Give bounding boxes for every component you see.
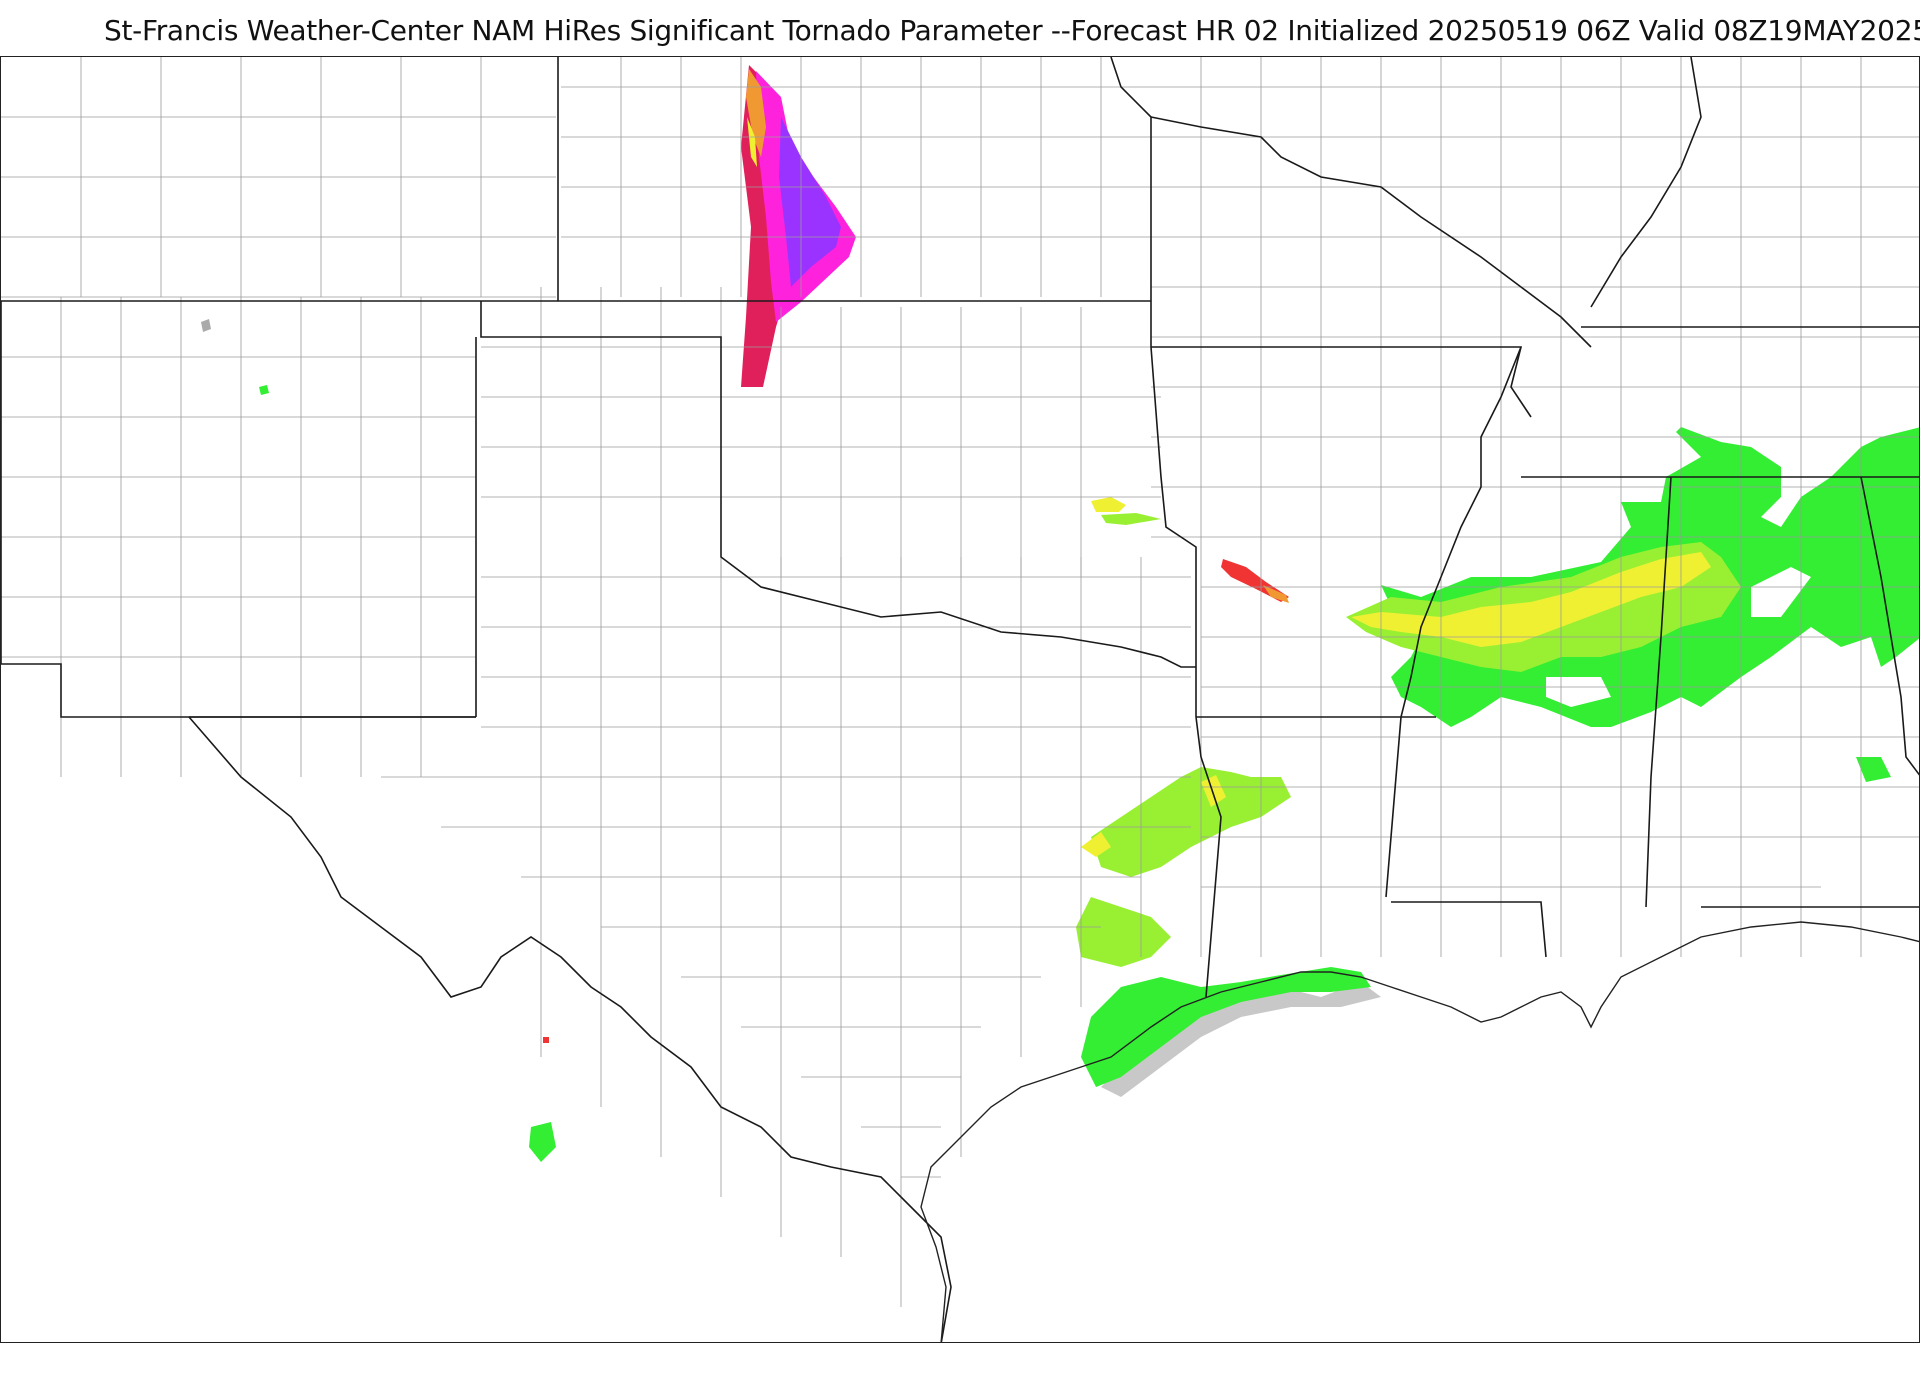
map-panel [0,56,1920,1343]
stp-region-kansas-purple [779,117,841,287]
stp-region-alabama-hole [1751,567,1811,617]
boundary-illinois-river [1590,57,1702,308]
boundary-texas-louisiana [1195,716,1222,998]
stp-region-kansas-orange [746,69,766,157]
boundary-oklahoma-panhandle [480,301,1196,668]
stp-region-mexico-green [529,1122,556,1162]
boundary-arkansas-missouri [1151,346,1532,418]
stp-region-oklahoma-yellow [1091,497,1126,512]
stp-region-nm-green [259,385,269,395]
boundary-texas-west [188,716,952,1342]
boundary-new-mexico-oklahoma [1,301,476,718]
boundary-new-mexico-texas [189,337,477,718]
gulf-coastline [920,921,1919,1342]
stp-region-east-texas-lightgreen [1076,897,1171,967]
state-boundaries [1,57,1919,1342]
stp-region-nm-gray [201,319,211,332]
county-lines [1,57,1919,1307]
stp-region-arkansas-orange [1263,585,1289,603]
stp-region-georgia-patch [1856,757,1891,782]
stp-region-kansas-yellow [747,117,757,167]
stp-region-southeast-hole [1546,677,1611,707]
boundary-mississippi-river [1385,346,1522,898]
stp-region-oklahoma-green [1101,513,1161,525]
map-canvas [1,57,1919,1342]
stp-region-mexico-red [543,1037,549,1043]
boundary-kansas-missouri [1110,57,1152,347]
boundary-alabama-georgia [1860,476,1919,776]
boundary-missouri-upper [1150,116,1592,348]
boundary-mississippi-alabama [1645,476,1672,908]
boundary-oklahoma-arkansas [1150,346,1197,717]
stp-region-east-texas-yellow-2 [1201,775,1226,807]
boundary-louisiana-mississippi [1391,901,1547,958]
map-title: St-Francis Weather-Center NAM HiRes Sign… [104,14,1920,47]
stp-region-gulfcoast-green [1081,967,1371,1087]
stp-region-east-texas-yellow [1081,832,1111,857]
